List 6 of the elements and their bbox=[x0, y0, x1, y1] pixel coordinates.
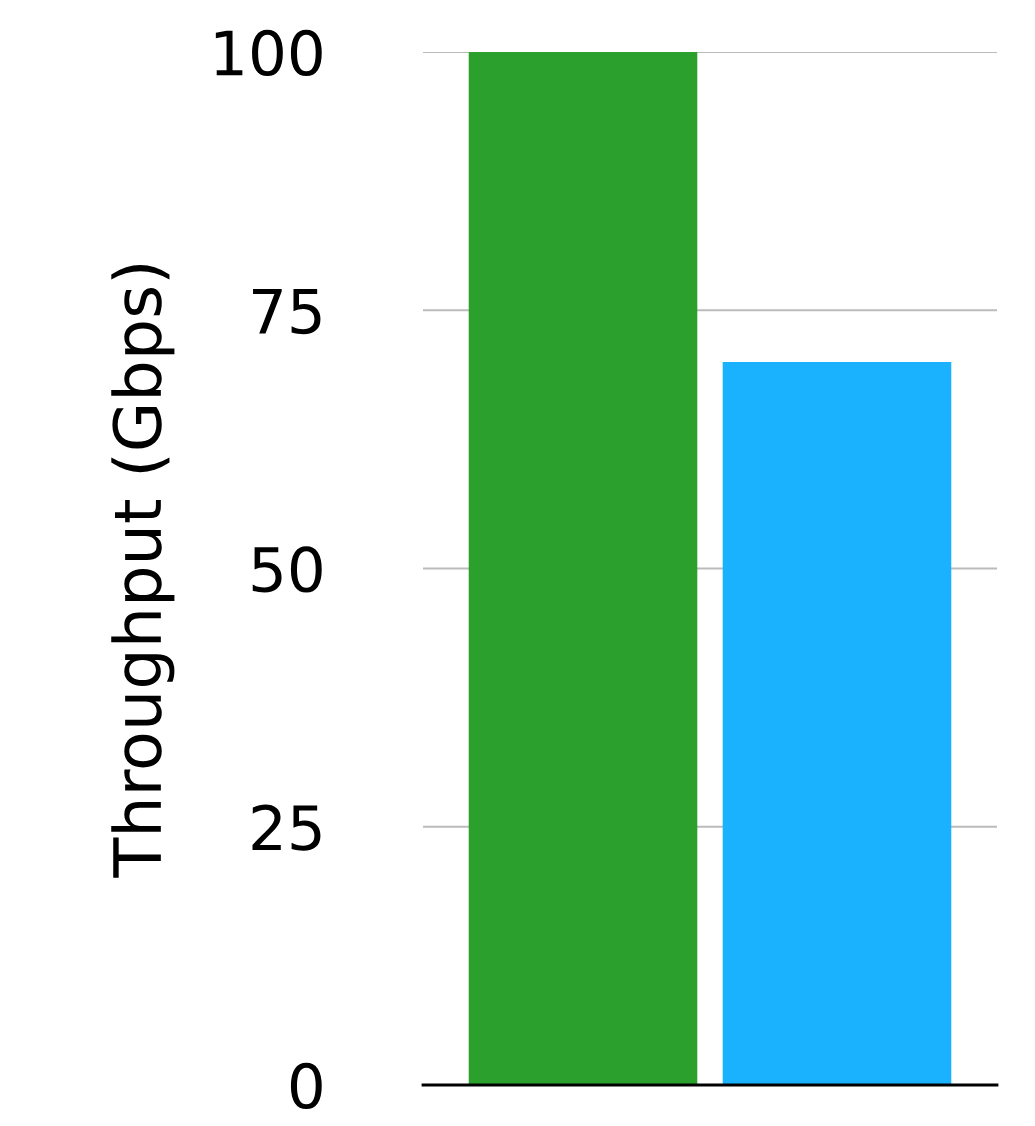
y-tick-label: 75 bbox=[253, 288, 321, 335]
y-tick-label: 0 bbox=[290, 1062, 322, 1110]
y-tick-label: 25 bbox=[252, 804, 321, 851]
y-axis-title: Throughput (Gbps) bbox=[111, 264, 175, 878]
y-tick-label: 100 bbox=[215, 29, 322, 77]
y-tick-label: 50 bbox=[252, 546, 322, 593]
